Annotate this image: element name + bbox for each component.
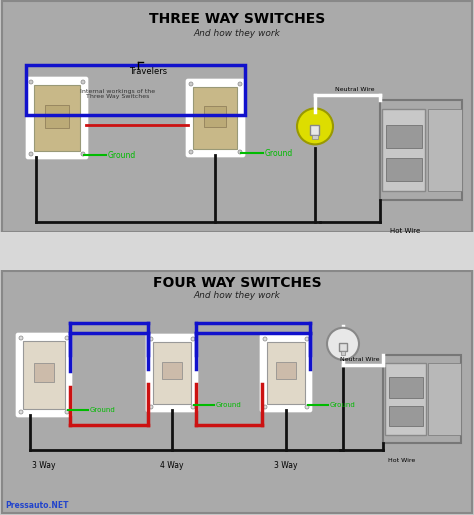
Circle shape [149, 337, 153, 341]
Text: THREE WAY SWITCHES: THREE WAY SWITCHES [149, 12, 325, 26]
Bar [386, 125, 422, 148]
Text: Hot Wire: Hot Wire [390, 228, 420, 234]
Text: 3 Way: 3 Way [274, 460, 298, 470]
Text: Travelers: Travelers [129, 66, 167, 76]
Circle shape [65, 410, 69, 414]
Bar [389, 377, 423, 398]
Text: Hot Wire: Hot Wire [388, 458, 415, 463]
Bar [380, 100, 462, 200]
Text: Ground: Ground [90, 407, 116, 413]
Bar [34, 363, 55, 382]
Circle shape [189, 150, 193, 154]
Text: Internal workings of the
Three Way Switches: Internal workings of the Three Way Switc… [81, 89, 155, 99]
Bar [385, 363, 426, 435]
Circle shape [29, 152, 33, 156]
Circle shape [191, 337, 195, 341]
Bar [276, 362, 296, 379]
Bar [34, 85, 80, 151]
Text: Ground: Ground [265, 148, 293, 158]
Bar [0, 232, 474, 270]
Bar [428, 363, 461, 435]
Bar [2, 1, 472, 232]
Text: 3 Way: 3 Way [32, 460, 56, 470]
Bar [389, 406, 423, 426]
Bar [341, 351, 346, 355]
Text: Ground: Ground [216, 402, 242, 408]
Text: Ground: Ground [330, 402, 356, 408]
Circle shape [263, 337, 267, 341]
Bar [153, 342, 191, 404]
FancyBboxPatch shape [186, 79, 245, 157]
Text: Neutral Wire: Neutral Wire [336, 87, 375, 92]
Text: 4 Way: 4 Way [160, 460, 184, 470]
Text: Neutral Wire: Neutral Wire [340, 357, 380, 362]
Circle shape [81, 80, 85, 84]
Bar [339, 342, 347, 351]
Text: FOUR WAY SWITCHES: FOUR WAY SWITCHES [153, 276, 321, 290]
Circle shape [189, 82, 193, 86]
Circle shape [297, 108, 333, 144]
Bar [193, 87, 237, 149]
FancyBboxPatch shape [146, 335, 198, 411]
Circle shape [305, 337, 309, 341]
Bar [310, 125, 319, 135]
Bar [428, 109, 462, 191]
Circle shape [327, 328, 359, 360]
Circle shape [191, 405, 195, 409]
FancyBboxPatch shape [261, 335, 311, 411]
Bar [26, 65, 245, 115]
Circle shape [19, 410, 23, 414]
Circle shape [65, 336, 69, 340]
Bar [204, 106, 227, 127]
Bar [163, 362, 182, 379]
Bar [383, 109, 425, 191]
Circle shape [149, 405, 153, 409]
Bar [383, 355, 461, 443]
Bar [23, 341, 65, 408]
Circle shape [19, 336, 23, 340]
FancyBboxPatch shape [17, 334, 72, 417]
Bar [312, 135, 318, 139]
Bar [267, 342, 305, 404]
Text: And how they work: And how they work [193, 291, 281, 300]
Text: And how they work: And how they work [193, 28, 281, 38]
Bar [2, 271, 472, 513]
Bar [46, 105, 69, 128]
Bar [386, 158, 422, 181]
Text: Pressauto.NET: Pressauto.NET [5, 501, 69, 510]
Circle shape [238, 82, 242, 86]
Circle shape [81, 152, 85, 156]
Circle shape [238, 150, 242, 154]
Circle shape [305, 405, 309, 409]
FancyBboxPatch shape [27, 77, 88, 159]
Circle shape [263, 405, 267, 409]
Circle shape [29, 80, 33, 84]
Text: Ground: Ground [108, 150, 136, 160]
